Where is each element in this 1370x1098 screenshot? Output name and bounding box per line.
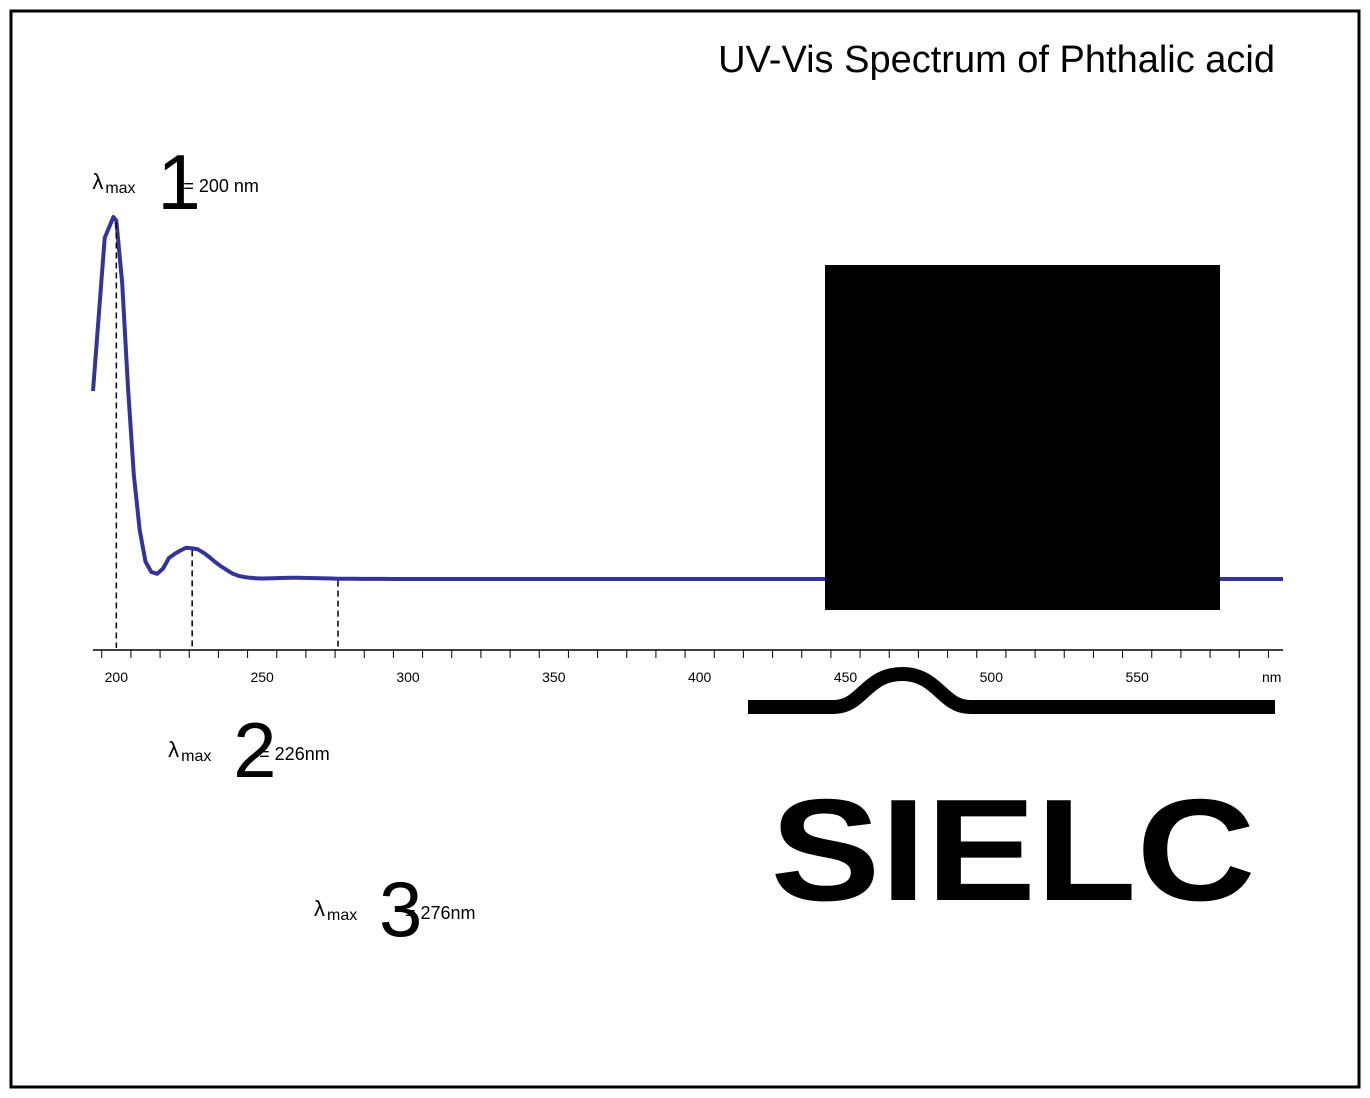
x-axis-unit-label: nm	[1262, 669, 1281, 685]
peak-wavelength-label: = 200 nm	[183, 176, 259, 196]
x-tick-label: 400	[688, 669, 712, 685]
x-tick-label: 500	[980, 669, 1004, 685]
chart-title: UV-Vis Spectrum of Phthalic acid	[718, 39, 1275, 81]
peak-wavelength-label: = 276nm	[405, 903, 476, 923]
x-tick-label: 450	[834, 669, 858, 685]
x-tick-label: 200	[105, 669, 129, 685]
image-placeholder	[825, 265, 1220, 610]
lambda-subscript: max	[327, 907, 357, 924]
lambda-symbol: λ	[314, 896, 325, 921]
lambda-symbol: λ	[168, 737, 179, 762]
logo-text: SIELC	[771, 769, 1256, 931]
lambda-subscript: max	[105, 180, 135, 197]
x-tick-label: 250	[250, 669, 274, 685]
lambda-symbol: λ	[92, 169, 103, 194]
x-tick-label: 300	[396, 669, 420, 685]
peak-annotation: λ max 3= 276nm	[314, 865, 476, 953]
x-tick-label: 550	[1125, 669, 1149, 685]
peak-wavelength-label: = 226nm	[259, 744, 330, 764]
x-tick-label: 350	[542, 669, 566, 685]
peak-annotation: λ max 1= 200 nm	[92, 138, 259, 226]
lambda-subscript: max	[181, 748, 211, 765]
x-axis: nm 200 250 300 350 400 450 500 550	[93, 650, 1283, 685]
sielc-logo: SIELC	[748, 674, 1275, 931]
peak-annotation: λ max 2= 226nm	[168, 706, 330, 794]
logo-wave	[748, 674, 1275, 707]
